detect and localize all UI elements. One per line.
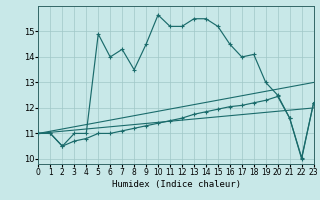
X-axis label: Humidex (Indice chaleur): Humidex (Indice chaleur) (111, 180, 241, 189)
